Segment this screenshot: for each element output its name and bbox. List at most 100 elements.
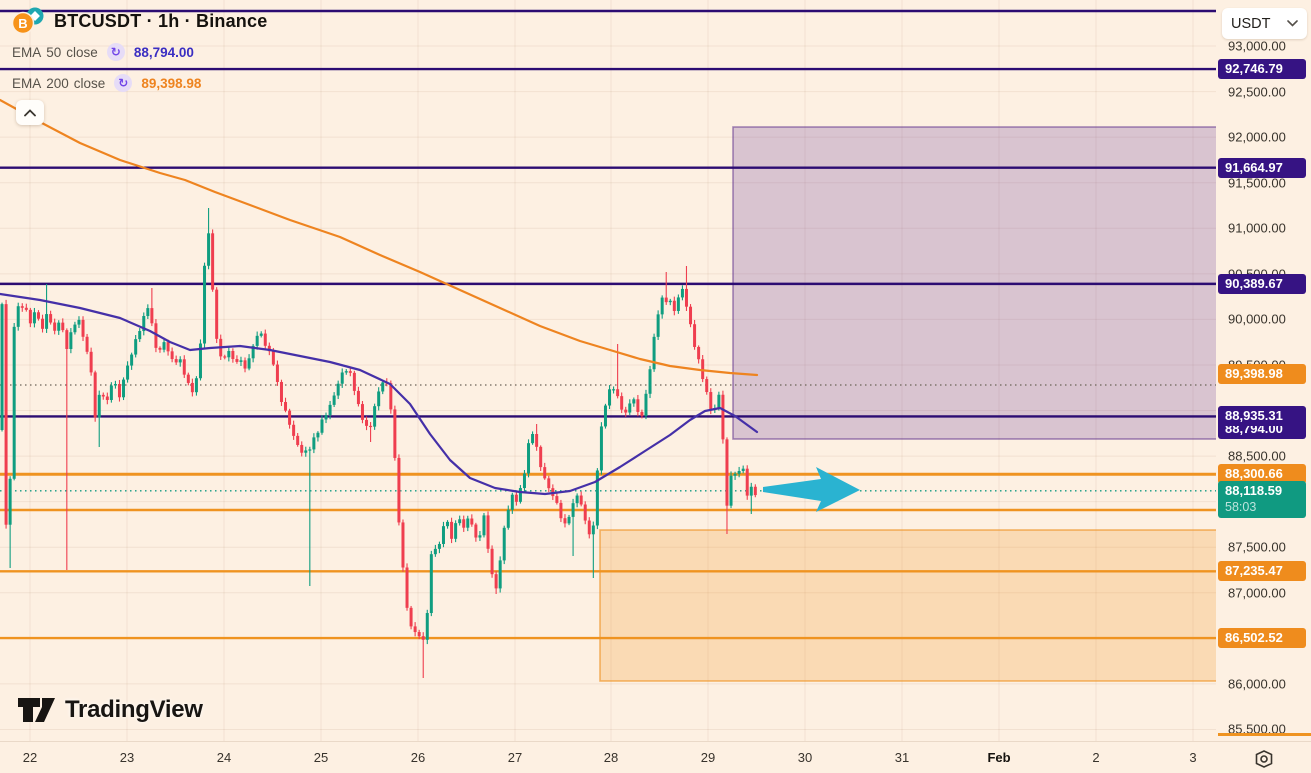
candle xyxy=(198,343,202,379)
candle xyxy=(563,518,567,524)
price-level-badge: 88,300.66 xyxy=(1218,464,1306,485)
candle xyxy=(45,314,49,329)
legend-row-ema50[interactable]: EMA 50 close ↻ 88,794.00 xyxy=(12,43,194,61)
candle xyxy=(28,309,32,324)
candles-layer xyxy=(0,208,757,678)
candle xyxy=(215,289,219,339)
refresh-icon[interactable]: ↻ xyxy=(114,74,133,92)
trend-arrow-layer[interactable] xyxy=(763,467,860,512)
candle xyxy=(579,495,583,505)
zones-layer[interactable] xyxy=(599,126,1216,682)
candle xyxy=(425,613,429,640)
price-chart-canvas[interactable] xyxy=(0,0,1216,741)
price-level-badge: 88,935.31 xyxy=(1218,406,1306,427)
candle xyxy=(668,300,672,303)
candle xyxy=(506,509,510,528)
candle xyxy=(652,336,656,370)
candle xyxy=(567,516,571,524)
axis-orange-underline xyxy=(1218,733,1311,736)
time-axis-label: 24 xyxy=(216,750,232,765)
symbol-title[interactable]: BTCUSDT · 1h · Binance xyxy=(54,10,268,31)
candle xyxy=(255,335,259,346)
candle xyxy=(482,515,486,536)
ema50-line[interactable] xyxy=(0,292,759,496)
candle xyxy=(514,494,518,502)
price-tick-label: 92,000.00 xyxy=(1228,129,1286,145)
candle xyxy=(12,326,16,479)
price-tick-label: 93,000.00 xyxy=(1228,38,1286,54)
candle xyxy=(583,504,587,521)
candle xyxy=(146,308,150,317)
time-axis-label: 2 xyxy=(1092,750,1100,765)
price-tick-label: 90,000.00 xyxy=(1228,311,1286,327)
candle xyxy=(308,449,312,451)
candle xyxy=(122,379,126,398)
current-price-badge: 88,118.59 58:03 xyxy=(1218,480,1306,518)
candle xyxy=(405,567,409,608)
candle xyxy=(709,392,713,410)
price-level-badge: 87,235.47 xyxy=(1218,561,1306,582)
candle xyxy=(41,318,45,329)
candle xyxy=(749,486,753,496)
candle xyxy=(369,425,373,428)
candle xyxy=(316,432,320,438)
candle xyxy=(194,378,198,393)
candle xyxy=(101,394,105,397)
axis-settings-icon[interactable] xyxy=(1253,748,1275,770)
candle xyxy=(381,382,385,392)
candle xyxy=(142,316,146,332)
candle xyxy=(154,323,158,348)
candle xyxy=(373,406,377,427)
time-axis-label: 29 xyxy=(700,750,716,765)
price-axis[interactable]: 93,000.00 92,500.00 92,000.00 91,500.00 91,0… xyxy=(1216,0,1311,741)
candle xyxy=(288,410,292,425)
candle xyxy=(498,560,502,589)
candle xyxy=(352,372,356,391)
indicator-length: 50 xyxy=(46,44,62,60)
price-level-badge: 92,746.79 xyxy=(1218,59,1306,80)
tradingview-watermark[interactable]: TradingView xyxy=(16,694,203,726)
currency-selector[interactable]: USDT xyxy=(1222,8,1307,39)
candle xyxy=(701,359,705,380)
candle xyxy=(616,389,620,397)
candle xyxy=(360,404,364,420)
candle xyxy=(612,389,616,391)
candle xyxy=(502,527,506,561)
candle xyxy=(518,488,522,502)
candle xyxy=(109,385,113,400)
indicator-length: 200 xyxy=(46,75,69,91)
candle xyxy=(312,437,316,450)
candle xyxy=(20,306,24,308)
candle xyxy=(603,405,607,427)
horizontal-level-lines[interactable] xyxy=(0,9,1216,640)
candle xyxy=(470,518,474,525)
ema200-line[interactable] xyxy=(0,98,759,377)
candle xyxy=(336,383,340,396)
candle xyxy=(595,470,599,526)
candle xyxy=(539,446,543,468)
right-arrow-drawing[interactable] xyxy=(763,467,860,512)
candle xyxy=(697,346,701,360)
candle xyxy=(53,322,57,331)
time-axis-label: 22 xyxy=(22,750,38,765)
candle xyxy=(344,371,348,373)
candle xyxy=(174,359,178,363)
candle xyxy=(279,381,283,403)
time-axis[interactable]: 22 23 24 25 26 27 28 29 30 31 Feb 2 3 xyxy=(0,741,1311,773)
candle xyxy=(575,495,579,504)
candle xyxy=(664,297,668,303)
candle xyxy=(296,435,300,445)
ema-lines-layer[interactable] xyxy=(0,98,759,496)
candle xyxy=(113,384,117,386)
refresh-icon[interactable]: ↻ xyxy=(106,43,125,61)
legend-row-ema200[interactable]: EMA 200 close ↻ 89,398.98 xyxy=(12,74,201,92)
candle xyxy=(332,395,336,405)
candle xyxy=(158,347,162,350)
candle xyxy=(340,372,344,384)
collapse-legend-button[interactable] xyxy=(16,100,44,125)
candle xyxy=(207,233,211,266)
candle xyxy=(65,330,69,349)
candle xyxy=(672,300,676,311)
candle xyxy=(733,473,737,476)
zone-demand[interactable] xyxy=(599,529,1216,682)
